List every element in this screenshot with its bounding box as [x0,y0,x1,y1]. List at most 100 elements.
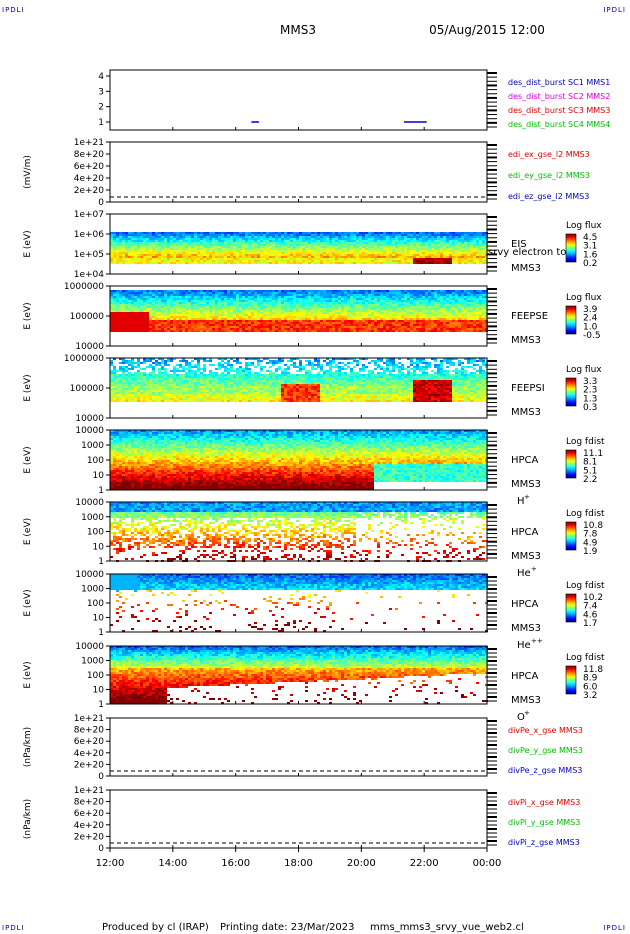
spectrogram-cell [161,302,164,304]
spectrogram-cell [434,326,437,328]
spectrogram-cell [413,234,416,236]
spectrogram-cell [335,304,338,306]
spectrogram-cell [110,322,113,324]
spectrogram-cell [428,322,431,324]
spectrogram-cell [482,256,485,258]
spectrogram-cell [134,376,137,378]
spectrogram-cell [422,296,425,298]
spectrogram-cell [338,252,341,254]
spectrogram-cell [239,318,242,320]
spectrogram-cell [113,392,116,394]
spectrogram-cell [110,260,113,262]
spectrogram-cell [473,246,476,248]
spectrogram-cell [467,260,470,262]
spectrogram-cell [266,252,269,254]
spectrogram-cell [410,298,413,300]
spectrogram-cell [134,262,137,264]
spectrogram-cell [434,258,437,260]
spectrogram-cell [332,250,335,252]
spectrogram-cell [398,244,401,246]
spectrogram-cell [134,320,137,322]
spectrogram-cell [158,234,161,236]
spectrogram-cell [329,298,332,300]
spectrogram-cell [431,314,434,316]
spectrogram-cell [353,260,356,262]
spectrogram-cell [413,244,416,246]
spectrogram-cell [209,254,212,256]
spectrogram-cell [164,326,167,328]
spectrogram-cell [416,320,419,322]
spectrogram-cell [290,324,293,326]
spectrogram-cell [134,304,137,306]
spectrogram-cell [437,306,440,308]
spectrogram-cell [158,296,161,298]
spectrogram-cell [359,304,362,306]
spectrogram-cell [458,256,461,258]
spectrogram-cell [359,250,362,252]
spectrogram-cell [464,234,467,236]
spectrogram-cell [371,298,374,300]
spectrogram-cell [359,234,362,236]
spectrogram-cell [218,248,221,250]
spectrogram-cell [305,250,308,252]
spectrogram-cell [377,258,380,260]
spectrogram-cell [155,244,158,246]
spectrogram-cell [116,326,119,328]
spectrogram-cell [110,292,113,294]
spectrogram-cell [122,290,125,292]
spectrogram-cell [227,316,230,318]
spectrogram-cell [347,242,350,244]
spectrogram-cell [134,234,137,236]
spectrogram-cell [476,326,479,328]
spectrogram-cell [380,248,383,250]
spectrogram-cell [155,234,158,236]
spectrogram-cell [329,326,332,328]
spectrogram-cell [140,322,143,324]
spectrogram-cell [230,258,233,260]
spectrogram-cell [386,258,389,260]
spectrogram-cell [329,252,332,254]
spectrogram-cell [437,322,440,324]
spectrogram-cell [428,234,431,236]
spectrogram-cell [176,244,179,246]
spectrogram-cell [251,260,254,262]
spectrogram-cell [320,258,323,260]
spectrogram-cell [125,254,128,256]
spectrogram-cell [209,236,212,238]
y-tick-label: 2 [98,103,104,113]
spectrogram-cell [341,310,344,312]
spectrogram-cell [401,262,404,264]
spectrogram-cell [461,252,464,254]
spectrogram-cell [296,324,299,326]
spectrogram-cell [326,290,329,292]
spectrogram-cell [260,290,263,292]
spectrogram-cell [407,238,410,240]
spectrogram-cell [164,298,167,300]
spectrogram-cell [233,316,236,318]
spectrogram-cell [230,310,233,312]
spectrogram-cell [110,240,113,242]
spectrogram-cell [458,290,461,292]
spectrogram-cell [314,234,317,236]
spectrogram-cell [221,260,224,262]
spectrogram-cell [137,316,140,318]
spectrogram-cell [188,244,191,246]
spectrogram-cell [209,316,212,318]
spectrogram-cell [326,238,329,240]
spectrogram-cell [137,358,140,360]
spectrogram-cell [212,304,215,306]
spectrogram-cell [251,310,254,312]
spectrogram-cell [419,296,422,298]
spectrogram-cell [410,240,413,242]
spectrogram-cell [407,292,410,294]
spectrogram-cell [170,260,173,262]
spectrogram-cell [392,298,395,300]
spectrogram-cell [389,240,392,242]
spectrogram-cell [221,308,224,310]
spectrogram-cell [143,300,146,302]
spectrogram-cell [215,320,218,322]
spectrogram-cell [152,318,155,320]
spectrogram-cell [431,234,434,236]
spectrogram-cell [362,260,365,262]
spectrogram-cell [146,312,149,314]
